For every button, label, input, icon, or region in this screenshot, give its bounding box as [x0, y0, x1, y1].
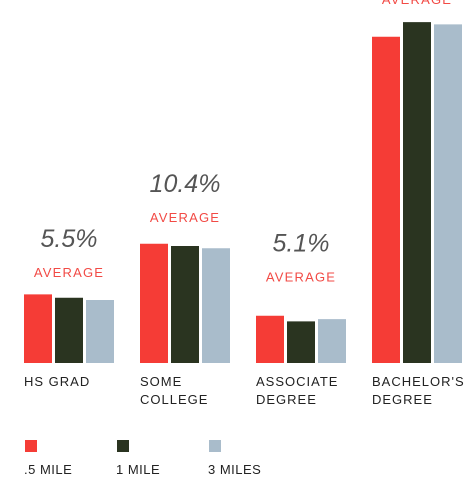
average-caption: AVERAGE [150, 210, 220, 225]
average-caption: AVERAGE [34, 265, 104, 280]
average-caption: AVERAGE [266, 270, 336, 285]
average-value: 5.5% [41, 225, 98, 253]
bar [318, 319, 346, 363]
legend-swatch [117, 440, 129, 452]
bar [287, 321, 315, 363]
bar [55, 297, 83, 363]
category-label: ASSOCIATE DEGREE [256, 374, 339, 407]
average-value: 5.1% [273, 230, 330, 258]
bar [403, 22, 431, 363]
bar [171, 246, 199, 363]
average-caption: AVERAGE [382, 0, 452, 7]
legend-swatch [209, 440, 221, 452]
legend-label: .5 MILE [24, 462, 73, 477]
category-label: HS GRAD [24, 374, 91, 389]
bar [140, 243, 168, 363]
bar [202, 248, 230, 363]
average-value: 10.4% [150, 170, 221, 198]
bar [24, 294, 52, 363]
bar [256, 315, 284, 363]
category-label: BACHELOR'S DEGREE [372, 374, 465, 407]
bar [86, 300, 114, 363]
legend-label: 1 MILE [116, 462, 161, 477]
legend-swatch [25, 440, 37, 452]
bar [434, 24, 462, 363]
category-label: SOME COLLEGE [140, 374, 209, 407]
legend-label: 3 MILES [208, 462, 262, 477]
bar [372, 36, 400, 363]
